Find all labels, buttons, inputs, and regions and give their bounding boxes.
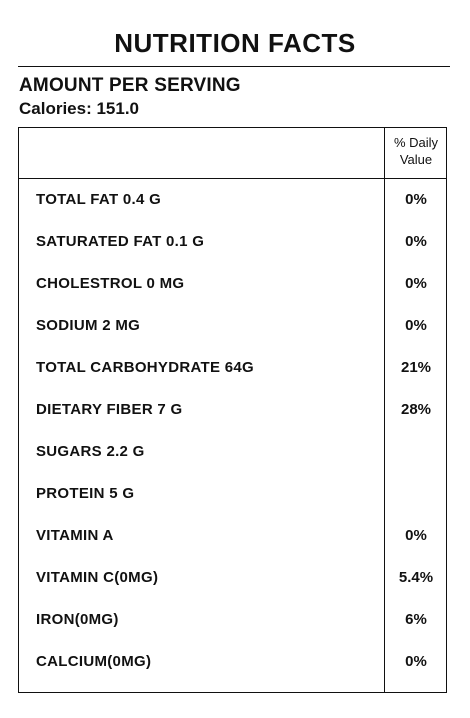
title-divider [18, 66, 450, 67]
table-row: IRON(0MG) 6% [19, 600, 446, 642]
nutrient-label: CALCIUM(0MG) [36, 653, 152, 670]
table-row: DIETARY FIBER 7 G 28% [19, 390, 446, 432]
table-row: CALCIUM(0MG) 0% [19, 642, 446, 684]
page-title: NUTRITION FACTS [114, 28, 356, 58]
daily-value-header-line-1: % Daily [393, 135, 439, 150]
daily-value: 0% [405, 191, 427, 208]
calories-label: Calories: 151.0 [19, 99, 140, 118]
daily-value: 5.4% [398, 569, 434, 586]
daily-value: 0% [405, 527, 427, 544]
nutrient-label: PROTEIN 5 G [36, 485, 135, 502]
daily-value-header: % Daily Value [385, 134, 447, 168]
table-row: TOTAL CARBOHYDRATE 64G 21% [19, 348, 446, 390]
nutrient-label: VITAMIN A [36, 527, 114, 544]
daily-value: 0% [405, 275, 427, 292]
daily-value-header-line-2: Value [399, 152, 433, 167]
nutrient-label: TOTAL FAT 0.4 G [36, 191, 162, 208]
table-row: SODIUM 2 MG 0% [19, 306, 446, 348]
table-row: TOTAL FAT 0.4 G 0% [19, 180, 446, 222]
table-row: SATURATED FAT 0.1 G 0% [19, 222, 446, 264]
nutrient-label: CHOLESTROL 0 MG [36, 275, 185, 292]
table-row: SUGARS 2.2 G [19, 432, 446, 474]
daily-value: 6% [405, 611, 427, 628]
daily-value: 0% [405, 233, 427, 250]
nutrient-label: SUGARS 2.2 G [36, 443, 145, 460]
nutrient-label: TOTAL CARBOHYDRATE 64G [36, 359, 255, 376]
nutrient-label: SATURATED FAT 0.1 G [36, 233, 205, 250]
daily-value: 28% [400, 401, 432, 418]
daily-value: 21% [400, 359, 432, 376]
amount-per-serving-label: AMOUNT PER SERVING [19, 75, 241, 96]
table-row: PROTEIN 5 G [19, 474, 446, 516]
table-row: VITAMIN A 0% [19, 516, 446, 558]
nutrient-rows: TOTAL FAT 0.4 G 0% SATURATED FAT 0.1 G 0… [19, 180, 446, 684]
column-divider [384, 128, 385, 692]
nutrient-label: IRON(0MG) [36, 611, 119, 628]
nutrient-label: VITAMIN C(0MG) [36, 569, 159, 586]
nutrient-label: SODIUM 2 MG [36, 317, 141, 334]
header-divider [19, 178, 446, 179]
table-row: CHOLESTROL 0 MG 0% [19, 264, 446, 306]
nutrition-table: % Daily Value TOTAL FAT 0.4 G 0% SATURAT… [18, 127, 447, 693]
table-row: VITAMIN C(0MG) 5.4% [19, 558, 446, 600]
nutrient-label: DIETARY FIBER 7 G [36, 401, 183, 418]
daily-value: 0% [405, 653, 427, 670]
daily-value: 0% [405, 317, 427, 334]
